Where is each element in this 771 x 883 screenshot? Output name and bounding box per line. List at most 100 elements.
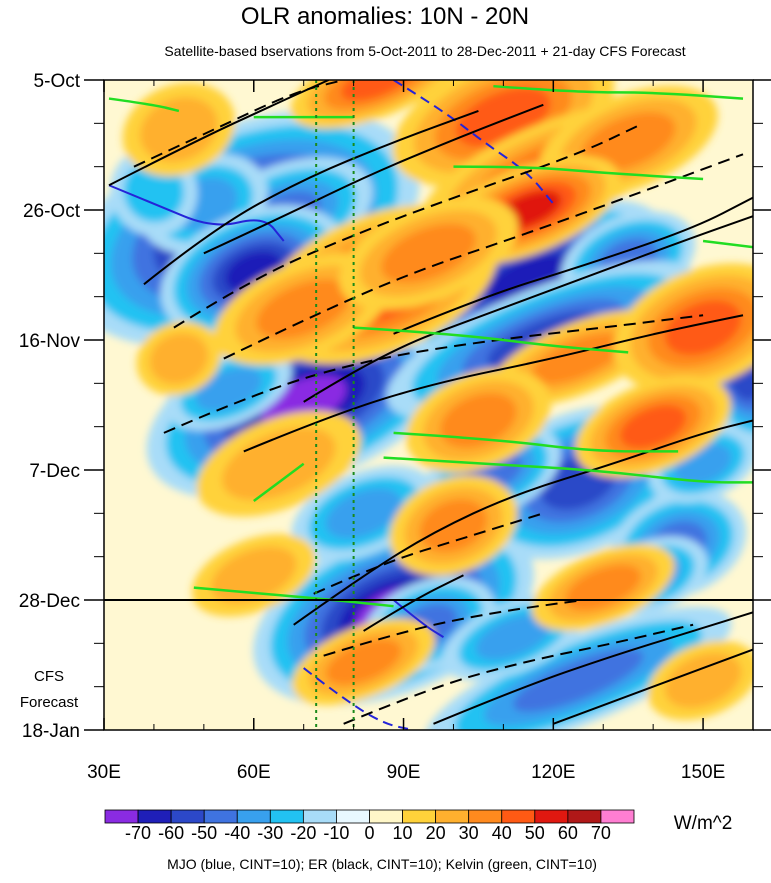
er-contour xyxy=(393,196,753,335)
er-contours xyxy=(108,80,753,725)
colorbar-swatch xyxy=(435,809,470,824)
colorbar-label: -60 xyxy=(158,823,184,843)
colorbar-label: 40 xyxy=(492,823,512,843)
chart-title: OLR anomalies: 10N - 20N xyxy=(241,3,529,30)
colorbar-swatch xyxy=(567,809,602,824)
anomaly-cell xyxy=(140,97,218,162)
kelvin-contour xyxy=(383,456,753,484)
colorbar-label: 70 xyxy=(591,823,611,843)
anomaly-cell xyxy=(440,393,517,448)
colorbar-label: -30 xyxy=(257,823,283,843)
colorbar-swatch xyxy=(501,809,536,824)
kelvin-contour xyxy=(493,84,744,100)
colorbar-swatch xyxy=(336,809,370,824)
colorbar-swatch xyxy=(534,809,569,824)
y-tick-label: 26-Oct xyxy=(23,201,81,222)
kelvin-contours xyxy=(108,84,753,608)
x-tick-label: 90E xyxy=(387,762,421,783)
anomaly-cell xyxy=(475,614,552,660)
kelvin-contour xyxy=(108,97,180,113)
anomaly-cell xyxy=(620,405,687,449)
colorbar-swatch xyxy=(203,809,238,824)
anomaly-cell xyxy=(513,649,644,712)
colorbar-label: -70 xyxy=(125,823,151,843)
y-tick-label: 18-Jan xyxy=(22,721,80,742)
anomaly-cell xyxy=(149,333,209,385)
anomaly-cell xyxy=(256,279,351,339)
er-contour xyxy=(223,153,744,360)
x-tick-label: 150E xyxy=(681,762,725,783)
er-contour xyxy=(323,599,584,657)
colorbar: -70 -60 -50 -40 -30 -20 -10 0 10 20 30 40 50 60 70 xyxy=(104,809,635,843)
er-contour xyxy=(163,314,704,434)
anomaly-cell xyxy=(195,367,262,412)
er-contour xyxy=(303,215,753,403)
x-axis: 30E 60E 90E 120E 150E xyxy=(87,80,725,783)
er-contour xyxy=(313,512,544,595)
colorbar-swatch xyxy=(302,809,337,824)
y-axis: 5-Oct 26-Oct 16-Nov 7-Dec 28-Dec 18-Jan xyxy=(19,71,771,742)
colorbar-swatch xyxy=(369,809,403,824)
anomaly-cell xyxy=(211,546,297,604)
mjo-contours xyxy=(108,80,555,730)
colorbar-swatch xyxy=(170,809,205,824)
colorbar-swatch xyxy=(236,809,271,824)
y-tick-label: 28-Dec xyxy=(19,591,80,612)
colorbar-label: 60 xyxy=(558,823,578,843)
mjo-contour xyxy=(392,599,445,638)
y-tick-label: 7-Dec xyxy=(29,461,80,482)
mjo-contour xyxy=(393,80,555,205)
reference-longitude-lines xyxy=(315,80,355,730)
colorbar-units: W/m^2 xyxy=(674,813,733,834)
er-contour xyxy=(363,574,464,632)
y-tick-label: 5-Oct xyxy=(34,71,81,92)
colorbar-swatch xyxy=(600,809,635,824)
colorbar-label: -10 xyxy=(323,823,349,843)
plot-area xyxy=(104,80,753,730)
colorbar-label: -40 xyxy=(224,823,250,843)
anomaly-cell xyxy=(221,427,336,501)
y-tick-label: 16-Nov xyxy=(19,331,81,352)
er-contour xyxy=(293,419,753,626)
er-contour xyxy=(133,80,344,168)
er-contour xyxy=(243,314,744,453)
colorbar-label: -20 xyxy=(290,823,316,843)
contour-note: MJO (blue, CINT=10); ER (black, CINT=10)… xyxy=(167,856,597,872)
kelvin-contour xyxy=(393,431,679,453)
anomaly-cell xyxy=(325,639,402,685)
mjo-contour xyxy=(108,184,285,242)
er-contour xyxy=(552,648,753,725)
x-tick-label: 30E xyxy=(87,762,121,783)
er-contour xyxy=(143,110,479,286)
anomaly-cell xyxy=(381,223,476,283)
colorbar-label: 20 xyxy=(426,823,446,843)
er-contour xyxy=(433,611,753,725)
er-contour xyxy=(343,623,694,725)
plot-frame xyxy=(103,79,754,731)
colorbar-swatch xyxy=(137,809,172,824)
colorbar-swatch xyxy=(468,809,503,824)
x-tick-label: 60E xyxy=(237,762,271,783)
kelvin-contour xyxy=(453,165,704,181)
kelvin-contour xyxy=(702,239,753,249)
kelvin-contour xyxy=(253,462,305,502)
kelvin-contour xyxy=(353,326,629,354)
colorbar-swatch xyxy=(402,809,437,824)
mjo-contour xyxy=(303,667,414,730)
er-contour xyxy=(173,122,644,329)
colorbar-label: -50 xyxy=(191,823,217,843)
anomaly-cell xyxy=(341,80,417,101)
forecast-label-line2: Forecast xyxy=(20,694,79,711)
anomaly-cell xyxy=(419,499,488,553)
anomaly-cell xyxy=(580,112,676,172)
colorbar-swatch xyxy=(104,809,139,824)
x-tick-label: 120E xyxy=(531,762,575,783)
colorbar-swatch xyxy=(269,809,304,824)
er-contour xyxy=(203,103,544,255)
colorbar-label: 0 xyxy=(364,823,374,843)
colorbar-label: 50 xyxy=(525,823,545,843)
forecast-label-line1: CFS xyxy=(34,668,64,685)
colorbar-label: 10 xyxy=(393,823,413,843)
anomaly-cell xyxy=(325,488,402,539)
